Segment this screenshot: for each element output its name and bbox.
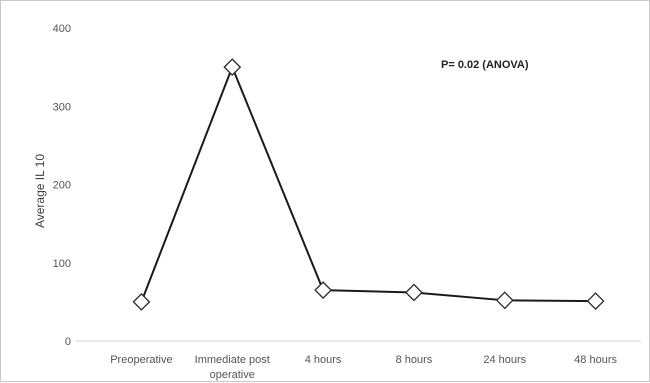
y-axis-title: Average IL 10 (33, 154, 47, 228)
y-tick-label: 200 (53, 180, 71, 192)
x-tick-label: 8 hours (396, 354, 433, 366)
data-point-marker (586, 292, 605, 311)
x-axis-ticks: Preoperative Immediate post operative 4 hou… (110, 354, 617, 381)
x-tick-label: Preoperative (110, 354, 172, 366)
y-tick-label: 400 (53, 23, 71, 35)
data-point-marker (404, 283, 423, 302)
anova-annotation: P= 0.02 (ANOVA) (441, 59, 529, 71)
x-tick-label: 48 hours (574, 354, 617, 366)
data-point-marker (223, 58, 242, 77)
data-point-marker (314, 281, 333, 300)
data-point-marker (495, 291, 514, 310)
y-tick-label: 300 (53, 101, 71, 113)
y-axis-ticks: 0 100 200 300 400 (53, 23, 71, 348)
y-tick-label: 100 (53, 258, 71, 270)
data-point-marker (132, 292, 151, 311)
series-line (140, 66, 596, 303)
x-tick-label: 24 hours (483, 354, 526, 366)
x-tick-label: Immediate post operative (195, 354, 270, 381)
x-tick-label: 4 hours (305, 354, 342, 366)
y-tick-label: 0 (65, 336, 71, 348)
series (132, 58, 605, 311)
